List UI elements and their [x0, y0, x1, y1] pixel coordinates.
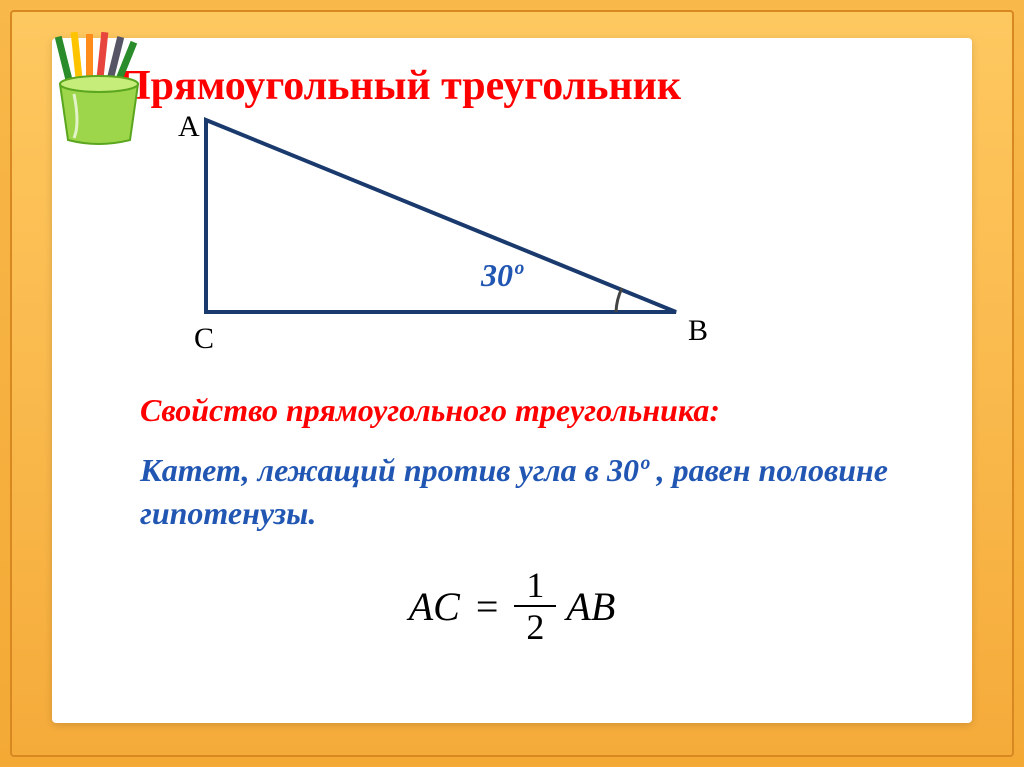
- slide-content: Прямоугольный треугольник A C B 30º Свой…: [52, 38, 972, 723]
- triangle-shape: [206, 120, 676, 312]
- slide-title: Прямоугольный треугольник: [118, 62, 918, 110]
- formula-lhs: AC: [409, 583, 460, 630]
- formula-fraction: 1 2: [514, 565, 556, 647]
- slide-frame: Прямоугольный треугольник A C B 30º Свой…: [10, 10, 1014, 757]
- formula-rhs: AB: [566, 583, 615, 630]
- vertex-label-b: B: [688, 314, 708, 348]
- vertex-label-a: A: [178, 110, 200, 144]
- property-text: Катет, лежащий против угла в 30º , равен…: [140, 449, 888, 535]
- angle-arc: [616, 288, 622, 312]
- pencil-cup-icon: [44, 32, 154, 152]
- triangle-diagram: A C B 30º: [136, 112, 776, 372]
- fraction-denominator: 2: [514, 607, 556, 647]
- vertex-label-c: C: [194, 322, 214, 356]
- whiteboard: Прямоугольный треугольник A C B 30º Свой…: [52, 38, 972, 723]
- fraction-numerator: 1: [514, 565, 556, 605]
- property-heading: Свойство прямоугольного треугольника:: [140, 392, 918, 429]
- angle-label-30: 30º: [481, 257, 523, 294]
- formula: AC = 1 2 AB: [106, 565, 918, 647]
- formula-equals: =: [476, 583, 499, 630]
- triangle-svg: [136, 112, 776, 372]
